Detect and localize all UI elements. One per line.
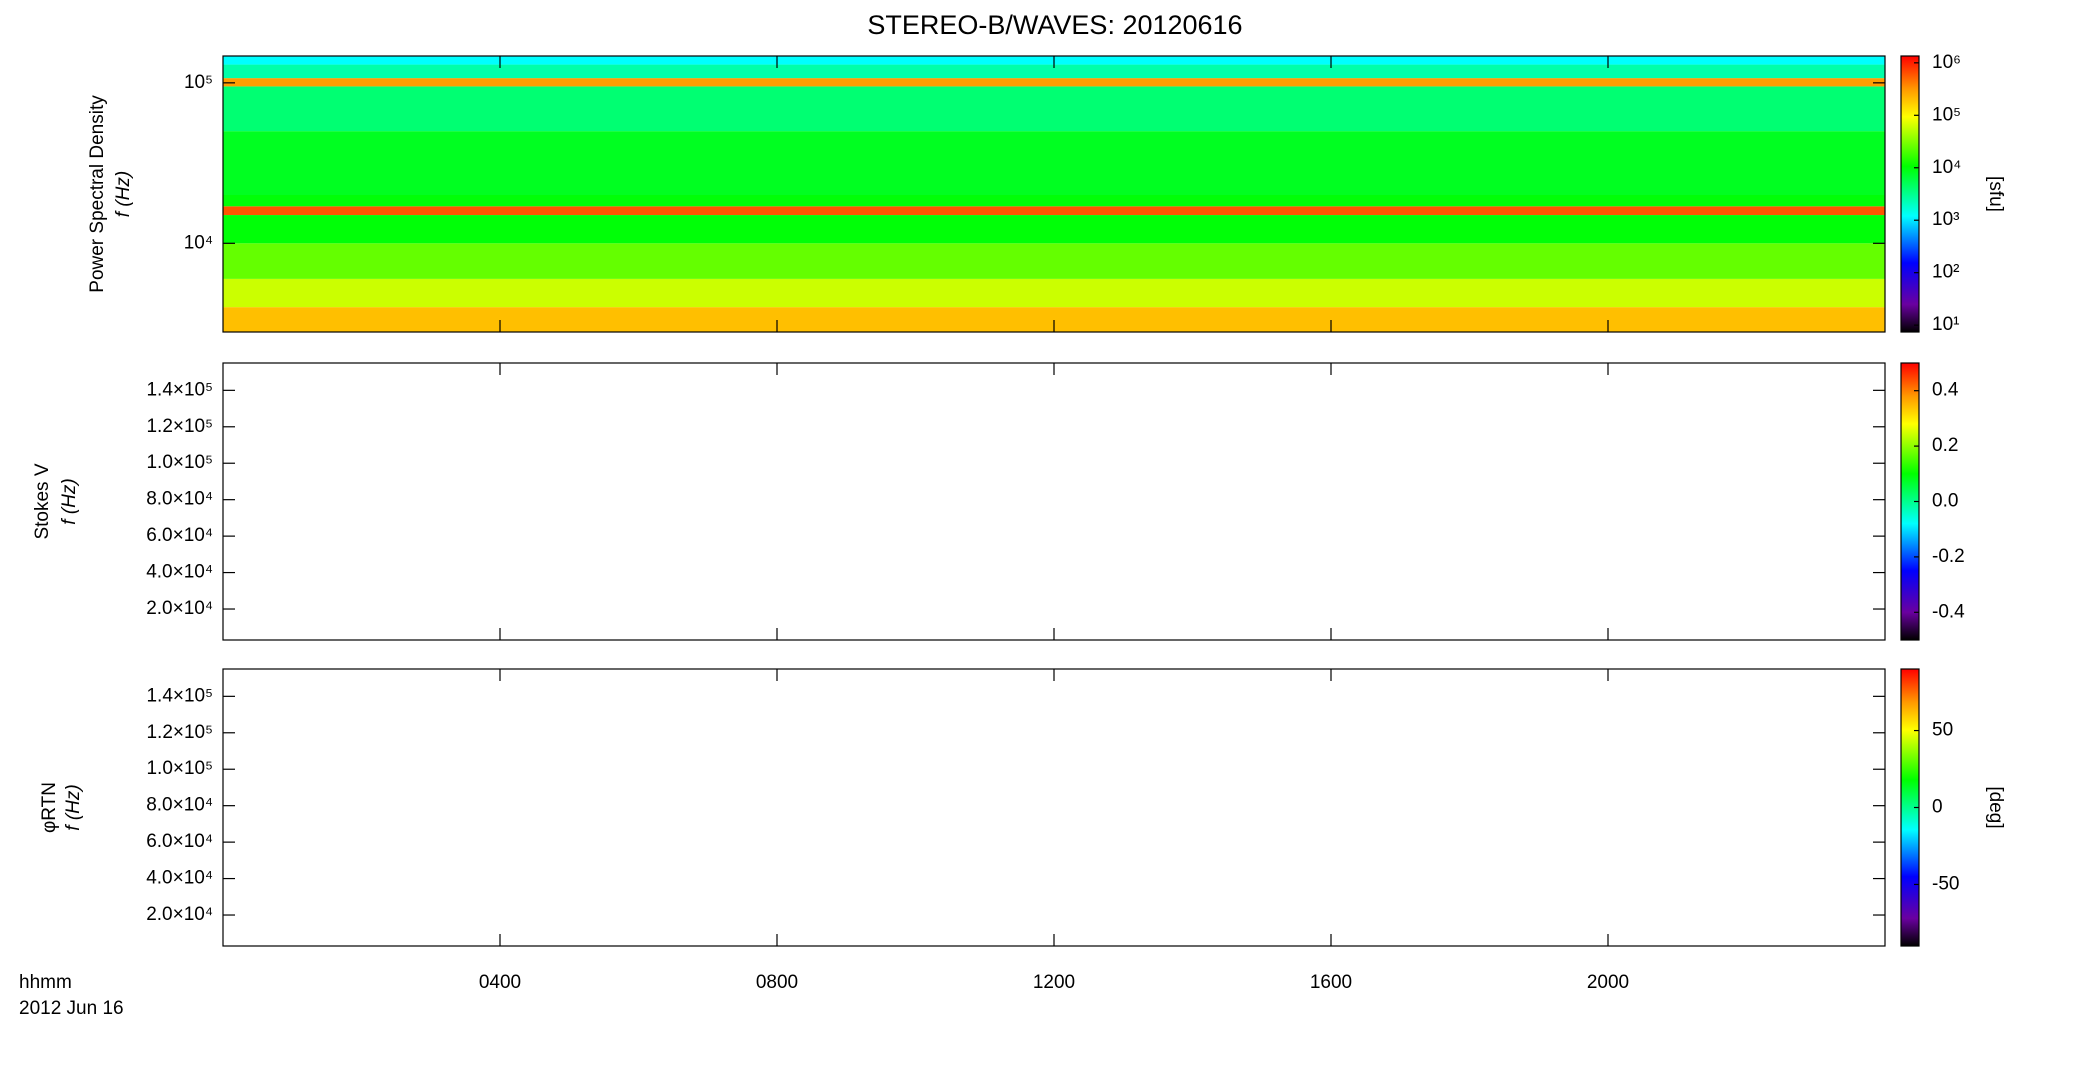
chart-title: STEREO-B/WAVES: 20120616	[867, 10, 1242, 40]
y-axis-label: Power Spectral Density	[87, 95, 108, 293]
spectrogram-band	[223, 86, 1885, 132]
spectrogram-band	[223, 78, 1885, 87]
spectrogram-band	[223, 215, 1885, 244]
y-tick-label: 1.4×10⁵	[146, 685, 213, 706]
y-axis-label: φRTN	[39, 782, 60, 833]
colorbar-tick-label: 0.0	[1932, 491, 1958, 512]
colorbar-tick-label: -50	[1932, 873, 1959, 894]
y-tick-label: 1.0×10⁵	[146, 758, 213, 779]
x-tick-label: 1200	[1033, 972, 1075, 993]
colorbar-tick-label: 0	[1932, 797, 1943, 818]
colorbar-tick-label: 0.2	[1932, 435, 1958, 456]
y-tick-label: 1.2×10⁵	[146, 416, 213, 437]
spectrogram-band	[223, 206, 1885, 216]
y-tick-label: 2.0×10⁴	[146, 904, 213, 925]
colorbar-tick-label: 10⁵	[1932, 104, 1961, 125]
colorbar-tick-label: 0.4	[1932, 380, 1959, 401]
colorbar-tick-label: -0.4	[1932, 601, 1965, 622]
panel-background	[223, 669, 1885, 946]
x-tick-label: 0800	[756, 972, 798, 993]
y-tick-label: 6.0×10⁴	[146, 525, 213, 546]
y-axis-unit: f (Hz)	[63, 784, 84, 830]
spectrogram-band	[223, 64, 1885, 79]
y-tick-label: 2.0×10⁴	[146, 598, 213, 619]
date-label: 2012 Jun 16	[19, 998, 124, 1019]
y-tick-label: 10⁴	[184, 232, 213, 253]
y-tick-label: 1.4×10⁵	[146, 379, 213, 400]
colorbar-tick-label: 10⁴	[1932, 157, 1961, 178]
panel-background	[223, 363, 1885, 640]
y-tick-label: 8.0×10⁴	[146, 489, 213, 510]
spectrogram-band	[223, 243, 1885, 279]
y-axis-label: Stokes V	[32, 463, 53, 539]
y-tick-label: 1.2×10⁵	[146, 722, 213, 743]
x-tick-label: 0400	[479, 972, 521, 993]
y-tick-label: 4.0×10⁴	[146, 562, 213, 583]
x-tick-label: 2000	[1587, 972, 1629, 993]
colorbar-tick-label: 50	[1932, 720, 1953, 741]
x-axis-label: hhmm	[19, 972, 72, 993]
colorbar-tick-label: 10¹	[1932, 314, 1959, 335]
colorbar-tick-label: 10²	[1932, 262, 1959, 283]
spectrogram-band	[223, 131, 1885, 195]
colorbar	[1900, 55, 1920, 333]
spectrogram-band	[223, 194, 1885, 207]
y-axis-unit: f (Hz)	[113, 171, 134, 217]
y-tick-label: 10⁵	[184, 72, 213, 93]
y-tick-label: 6.0×10⁴	[146, 831, 213, 852]
spectrogram-band	[223, 278, 1885, 308]
colorbar-tick-label: -0.2	[1932, 546, 1965, 567]
colorbar-label: [deg]	[1985, 786, 2006, 828]
y-axis-unit: f (Hz)	[59, 478, 80, 524]
colorbar-tick-label: 10⁶	[1932, 52, 1961, 73]
y-tick-label: 8.0×10⁴	[146, 795, 213, 816]
y-tick-label: 1.0×10⁵	[146, 452, 213, 473]
colorbar-tick-label: 10³	[1932, 209, 1959, 230]
x-tick-label: 1600	[1310, 972, 1352, 993]
y-tick-label: 4.0×10⁴	[146, 868, 213, 889]
colorbar-label: [sfu]	[1985, 176, 2006, 212]
